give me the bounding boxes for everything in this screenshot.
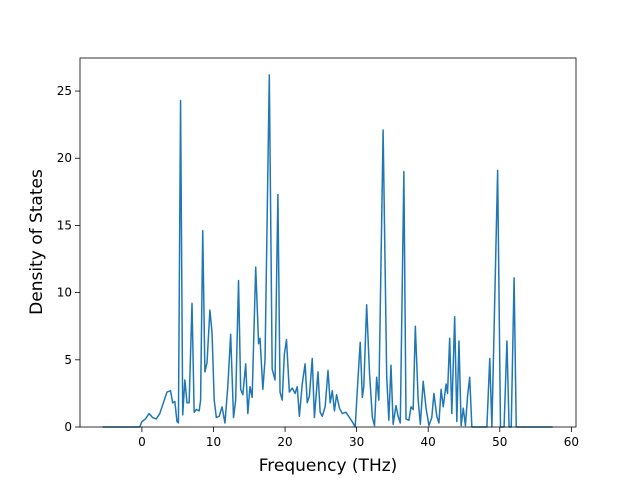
y-tick-label: 10 [57,286,72,300]
x-tick-label: 40 [421,435,436,449]
y-tick-label: 5 [64,353,72,367]
x-tick-label: 50 [492,435,507,449]
y-tick-label: 20 [57,151,72,165]
x-tick-label: 30 [349,435,364,449]
x-tick-label: 0 [138,435,146,449]
y-axis-label: Density of States [27,169,47,315]
x-axis-label: Frequency (THz) [259,456,398,476]
y-tick-label: 0 [64,420,72,434]
x-tick-label: 20 [277,435,292,449]
x-tick-label: 60 [564,435,579,449]
x-tick-label: 10 [206,435,221,449]
y-tick-label: 25 [57,84,72,98]
data-line [102,74,553,428]
y-tick-label: 15 [57,218,72,232]
plot-frame [79,57,577,428]
